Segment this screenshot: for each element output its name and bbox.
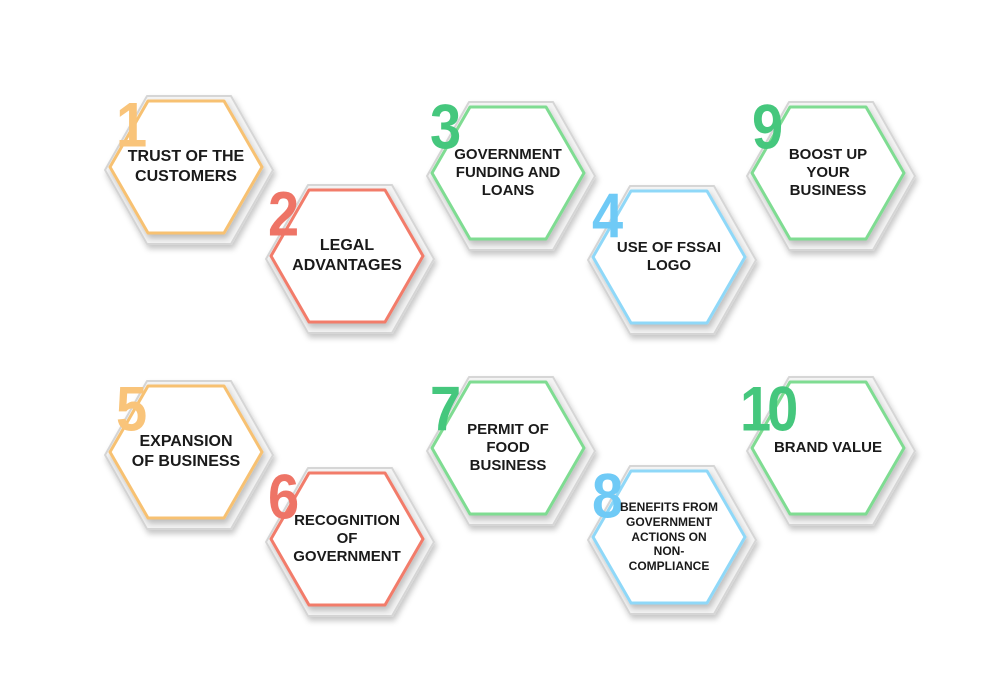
hexagon-4 xyxy=(591,189,747,325)
hexagon-label-7: PERMIT OF FOOD BUSINESS xyxy=(467,420,549,475)
hexagon-6 xyxy=(269,471,425,607)
hexagon-label-4: USE OF FSSAI LOGO xyxy=(616,238,722,274)
hexagon-label-9: BOOST UP YOUR BUSINESS xyxy=(788,145,868,200)
hexagon-number-8: 8 xyxy=(592,460,623,532)
hexagon-7 xyxy=(430,380,586,516)
hexagon-label-3: GOVERNMENT FUNDING AND LOANS xyxy=(454,145,562,200)
hexagon-2 xyxy=(269,188,425,324)
hexagon-number-2: 2 xyxy=(268,178,299,250)
hexagon-9 xyxy=(750,105,906,241)
hexagon-3 xyxy=(430,105,586,241)
hexagon-number-7: 7 xyxy=(430,373,461,445)
hexagon-10 xyxy=(750,380,906,516)
hexagon-8 xyxy=(591,469,747,605)
hexagon-label-5: EXPANSION OF BUSINESS xyxy=(131,433,241,470)
hexagon-label-1: TRUST OF THE CUSTOMERS xyxy=(127,148,245,185)
hexagon-label-8: BENEFITS FROM GOVERNMENT ACTIONS ON NON-… xyxy=(620,500,718,573)
hexagon-number-5: 5 xyxy=(116,373,147,445)
hexagon-5 xyxy=(108,384,264,520)
hexagon-number-10: 10 xyxy=(740,373,798,445)
hexagon-label-2: LEGAL ADVANTAGES xyxy=(292,237,402,274)
hexagon-number-3: 3 xyxy=(430,91,461,163)
hexagon-label-10: BRAND VALUE xyxy=(773,438,883,456)
hexagon-1 xyxy=(108,99,264,235)
hexagon-number-1: 1 xyxy=(116,89,147,161)
hexagon-label-6: RECOGNITION OF GOVERNMENT xyxy=(293,511,401,566)
hexagon-number-6: 6 xyxy=(268,461,299,533)
hexagon-number-9: 9 xyxy=(752,91,783,163)
hexagon-number-4: 4 xyxy=(592,180,623,252)
